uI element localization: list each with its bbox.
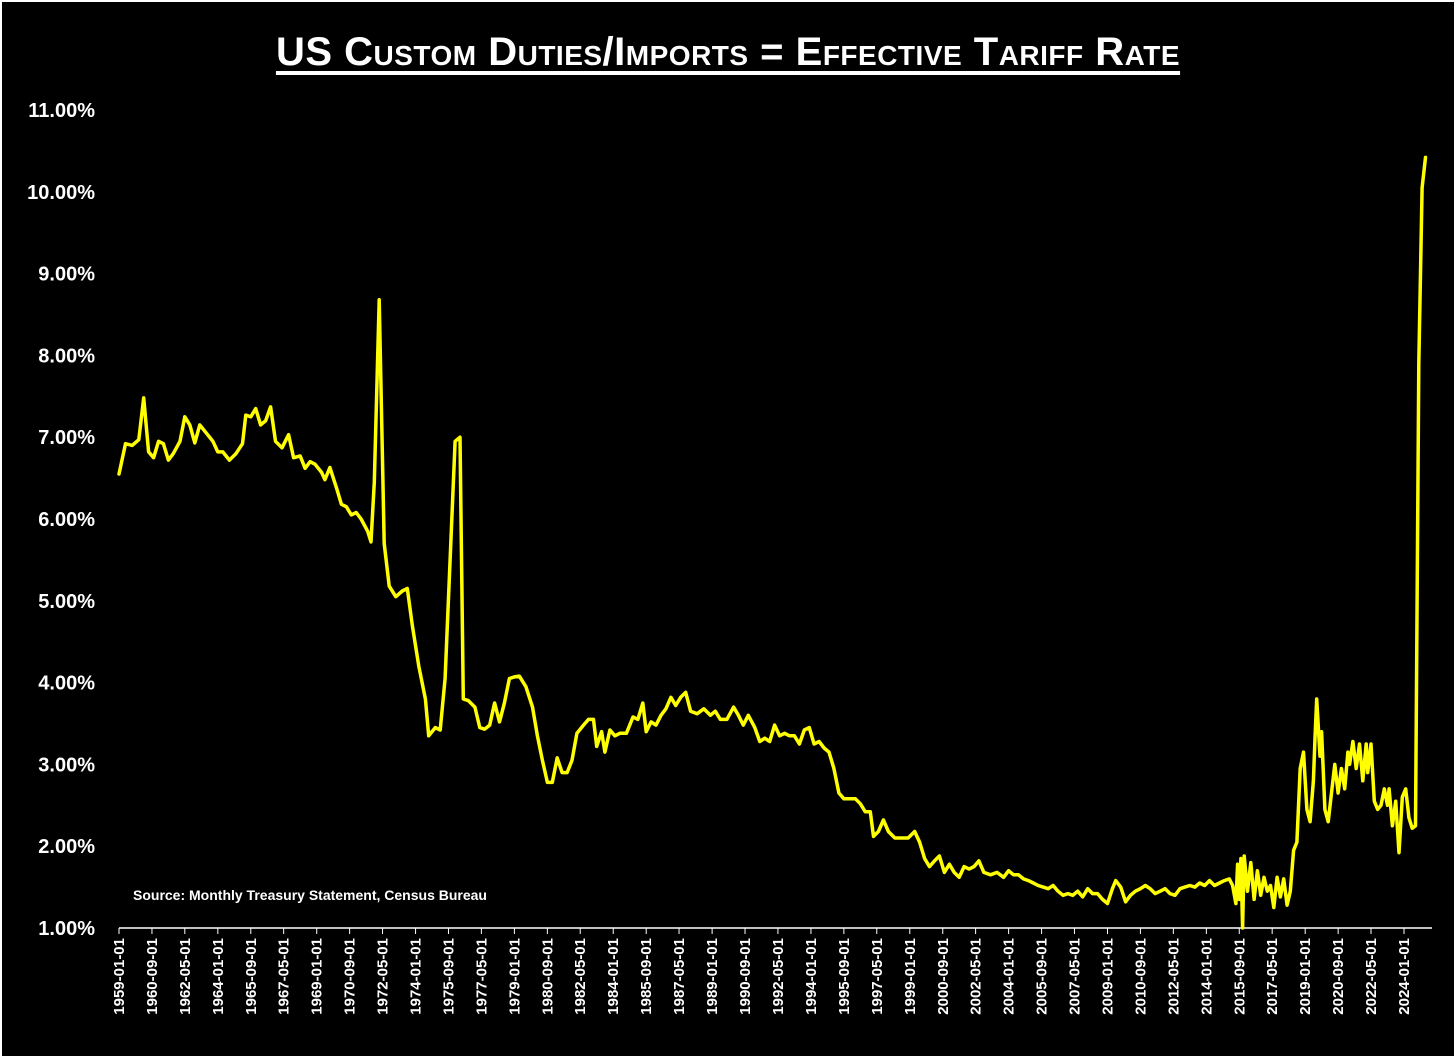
x-tick-label: 1970-09-01	[342, 938, 359, 1015]
y-tick-label: 11.00%	[28, 100, 95, 122]
x-tick-label: 1992-05-01	[770, 938, 787, 1015]
x-tick-label: 1990-09-01	[737, 938, 754, 1015]
x-tick-label: 1960-09-01	[144, 938, 161, 1015]
y-tick-label: 1.00%	[38, 918, 95, 940]
x-tick-label: 2024-01-01	[1396, 938, 1413, 1015]
x-axis: 1959-01-01 1960-09-01 1962-05-01 1964-01-01…	[111, 927, 1432, 1015]
x-tick-label: 1974-01-01	[408, 938, 425, 1015]
x-tick-label: 2004-01-01	[1001, 938, 1018, 1015]
x-tick-label: 1995-09-01	[836, 938, 853, 1015]
x-tick-label: 1969-01-01	[309, 938, 326, 1015]
x-tick-label: 1967-05-01	[276, 938, 293, 1015]
x-tick-label: 2012-05-01	[1165, 938, 1182, 1015]
x-tick-label: 1977-05-01	[473, 938, 490, 1015]
y-tick-label: 8.00%	[38, 345, 95, 367]
x-tick-label: 1997-05-01	[869, 938, 886, 1015]
chart-title: US Custom Duties/Imports = Effective Tar…	[275, 30, 1181, 74]
x-tick-label: 1994-01-01	[803, 938, 820, 1015]
x-tick-label: 1984-01-01	[605, 938, 622, 1015]
x-tick-label: 2014-01-01	[1198, 938, 1215, 1015]
y-tick-label: 3.00%	[38, 754, 95, 776]
x-tick-label: 1972-05-01	[375, 938, 392, 1015]
x-tick-label: 2007-05-01	[1066, 938, 1083, 1015]
x-tick-label: 1980-09-01	[539, 938, 556, 1015]
x-tick-label: 1964-01-01	[210, 938, 227, 1015]
y-tick-label: 4.00%	[38, 673, 95, 695]
x-tick-label: 1982-05-01	[572, 938, 589, 1015]
y-tick-label: 10.00%	[27, 182, 95, 204]
x-tick-label: 2005-09-01	[1034, 938, 1051, 1015]
x-tick-label: 1965-09-01	[243, 938, 260, 1015]
x-tick-label: 2000-09-01	[935, 938, 952, 1015]
x-tick-label: 1999-01-01	[902, 938, 919, 1015]
x-tick-label: 2017-05-01	[1264, 938, 1281, 1015]
x-tick-label: 2002-05-01	[968, 938, 985, 1015]
y-tick-label: 5.00%	[38, 591, 95, 613]
x-tick-label: 1987-05-01	[671, 938, 688, 1015]
y-axis: 11.00% 10.00% 9.00% 8.00% 7.00% 6.00% 5.00% 4.0…	[27, 100, 95, 940]
x-tick-label: 2010-09-01	[1132, 938, 1149, 1015]
x-tick-label: 2009-01-01	[1100, 938, 1117, 1015]
x-tick-label: 1989-01-01	[704, 938, 721, 1015]
series-line	[117, 155, 1428, 930]
x-tick-label: 1962-05-01	[177, 938, 194, 1015]
y-tick-label: 7.00%	[38, 427, 95, 449]
x-tick-label: 2019-01-01	[1297, 938, 1314, 1015]
x-tick-label: 2020-09-01	[1330, 938, 1347, 1015]
x-tick-label: 2022-05-01	[1363, 938, 1380, 1015]
y-tick-label: 2.00%	[38, 836, 95, 858]
y-tick-label: 6.00%	[38, 509, 95, 531]
x-tick-label: 2015-09-01	[1231, 938, 1248, 1015]
y-tick-label: 9.00%	[38, 264, 95, 286]
x-tick-label: 1985-09-01	[638, 938, 655, 1015]
x-tick-label: 1959-01-01	[111, 938, 128, 1015]
x-tick-label: 1979-01-01	[506, 938, 523, 1015]
source-note: Source: Monthly Treasury Statement, Cens…	[133, 887, 487, 903]
x-tick-label: 1975-09-01	[440, 938, 457, 1015]
series-layer	[117, 155, 1428, 930]
